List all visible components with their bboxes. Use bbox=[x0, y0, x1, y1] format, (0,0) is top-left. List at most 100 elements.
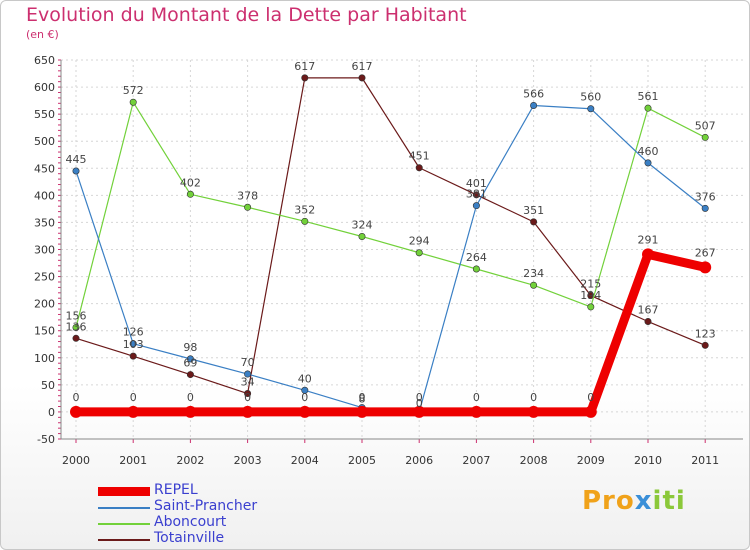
data-label-totainville: 401 bbox=[466, 177, 487, 190]
y-tick-label: 250 bbox=[34, 271, 55, 284]
data-label-repel: 291 bbox=[638, 233, 659, 246]
x-tick-label: 2007 bbox=[462, 454, 490, 467]
y-tick-label: 50 bbox=[41, 379, 55, 392]
data-label-saint-prancher: 98 bbox=[183, 341, 197, 354]
data-point-aboncourt bbox=[701, 133, 709, 141]
legend-label-saint-prancher: Saint-Prancher bbox=[154, 498, 258, 514]
data-label-saint-prancher: 0 bbox=[416, 397, 423, 410]
x-tick-label: 2002 bbox=[176, 454, 204, 467]
data-label-totainville: 617 bbox=[352, 60, 373, 73]
grid-layer bbox=[61, 59, 743, 440]
data-point-repel bbox=[127, 405, 140, 418]
data-point-aboncourt bbox=[186, 190, 194, 198]
y-tick-label: 550 bbox=[34, 108, 55, 121]
data-label-saint-prancher: 376 bbox=[695, 190, 716, 203]
data-point-saint-prancher bbox=[301, 386, 309, 394]
data-point-totainville bbox=[129, 352, 137, 360]
data-point-aboncourt bbox=[587, 303, 595, 311]
legend-swatch-aboncourt bbox=[98, 523, 150, 525]
x-tick-label: 2001 bbox=[119, 454, 147, 467]
x-tick-label: 2006 bbox=[405, 454, 433, 467]
y-tick-label: 500 bbox=[34, 135, 55, 148]
data-point-totainville bbox=[358, 74, 366, 82]
data-point-saint-prancher bbox=[129, 340, 137, 348]
axis-layer: -500501001502002503003504004505005506006… bbox=[34, 54, 743, 467]
chart-title: Evolution du Montant de la Dette par Hab… bbox=[26, 4, 467, 26]
data-label-saint-prancher: 126 bbox=[123, 326, 144, 339]
data-label-totainville: 103 bbox=[123, 338, 144, 351]
legend-swatch-repel bbox=[98, 487, 150, 496]
data-label-repel: 0 bbox=[301, 391, 308, 404]
data-point-repel bbox=[70, 405, 82, 418]
data-label-aboncourt: 156 bbox=[66, 309, 87, 322]
data-point-repel bbox=[584, 405, 597, 418]
series-layer bbox=[70, 74, 712, 418]
data-label-aboncourt: 234 bbox=[523, 267, 544, 280]
logo-part-x: x bbox=[634, 486, 653, 516]
data-label-saint-prancher: 8 bbox=[359, 393, 366, 406]
series-line-aboncourt bbox=[75, 101, 706, 329]
legend-swatch-saint-prancher bbox=[98, 507, 150, 509]
data-label-repel: 0 bbox=[130, 391, 137, 404]
x-tick-label: 2008 bbox=[520, 454, 548, 467]
proxiti-logo: Proxiti bbox=[582, 486, 686, 516]
data-label-saint-prancher: 381 bbox=[466, 188, 487, 201]
data-label-aboncourt: 402 bbox=[180, 176, 201, 189]
data-point-saint-prancher bbox=[186, 355, 194, 363]
line-chart: -500501001502002503003504004505005506006… bbox=[34, 54, 743, 467]
data-point-totainville bbox=[530, 218, 538, 226]
data-point-aboncourt bbox=[415, 249, 423, 257]
data-point-aboncourt bbox=[530, 281, 538, 289]
data-label-aboncourt: 352 bbox=[294, 203, 315, 216]
data-point-saint-prancher bbox=[701, 204, 709, 212]
legend-label-aboncourt: Aboncourt bbox=[154, 514, 227, 530]
data-point-totainville bbox=[244, 390, 252, 398]
data-label-totainville: 136 bbox=[66, 320, 87, 333]
data-point-repel bbox=[241, 405, 254, 418]
data-point-repel bbox=[184, 405, 197, 418]
data-point-aboncourt bbox=[644, 104, 652, 112]
legend-swatch-totainville bbox=[98, 539, 150, 541]
data-label-repel: 0 bbox=[587, 391, 594, 404]
data-point-aboncourt bbox=[472, 265, 480, 273]
y-tick-label: 300 bbox=[34, 244, 55, 257]
data-label-totainville: 123 bbox=[695, 327, 716, 340]
logo-part-pro: Pro bbox=[582, 486, 635, 516]
data-label-totainville: 451 bbox=[409, 150, 430, 163]
data-label-totainville: 351 bbox=[523, 204, 544, 217]
data-point-totainville bbox=[701, 341, 709, 349]
data-label-aboncourt: 294 bbox=[409, 235, 430, 248]
data-label-aboncourt: 572 bbox=[123, 84, 144, 97]
data-point-aboncourt bbox=[244, 203, 252, 211]
data-label-saint-prancher: 445 bbox=[66, 153, 87, 166]
x-tick-label: 2010 bbox=[634, 454, 662, 467]
data-point-totainville bbox=[644, 318, 652, 326]
x-tick-label: 2005 bbox=[348, 454, 376, 467]
data-point-aboncourt bbox=[358, 233, 366, 241]
data-label-saint-prancher: 566 bbox=[523, 87, 544, 100]
data-label-repel: 0 bbox=[416, 391, 423, 404]
data-point-totainville bbox=[301, 74, 309, 82]
series-line-totainville bbox=[75, 77, 706, 395]
data-label-totainville: 34 bbox=[241, 376, 255, 389]
data-point-aboncourt bbox=[72, 323, 80, 331]
data-label-aboncourt: 507 bbox=[695, 119, 716, 132]
data-label-aboncourt: 324 bbox=[352, 219, 373, 232]
data-point-saint-prancher bbox=[644, 159, 652, 167]
data-label-aboncourt: 194 bbox=[580, 289, 601, 302]
data-label-totainville: 617 bbox=[294, 60, 315, 73]
data-label-saint-prancher: 70 bbox=[241, 356, 255, 369]
data-label-repel: 0 bbox=[473, 391, 480, 404]
data-label-totainville: 167 bbox=[638, 304, 659, 317]
x-tick-label: 2003 bbox=[234, 454, 262, 467]
y-tick-label: 600 bbox=[34, 81, 55, 94]
y-tick-label: 350 bbox=[34, 216, 55, 229]
y-tick-label: -50 bbox=[37, 433, 55, 446]
data-point-saint-prancher bbox=[587, 105, 595, 113]
x-tick-label: 2009 bbox=[577, 454, 605, 467]
data-point-totainville bbox=[472, 191, 480, 199]
data-label-repel: 0 bbox=[359, 391, 366, 404]
x-tick-label: 2011 bbox=[691, 454, 719, 467]
